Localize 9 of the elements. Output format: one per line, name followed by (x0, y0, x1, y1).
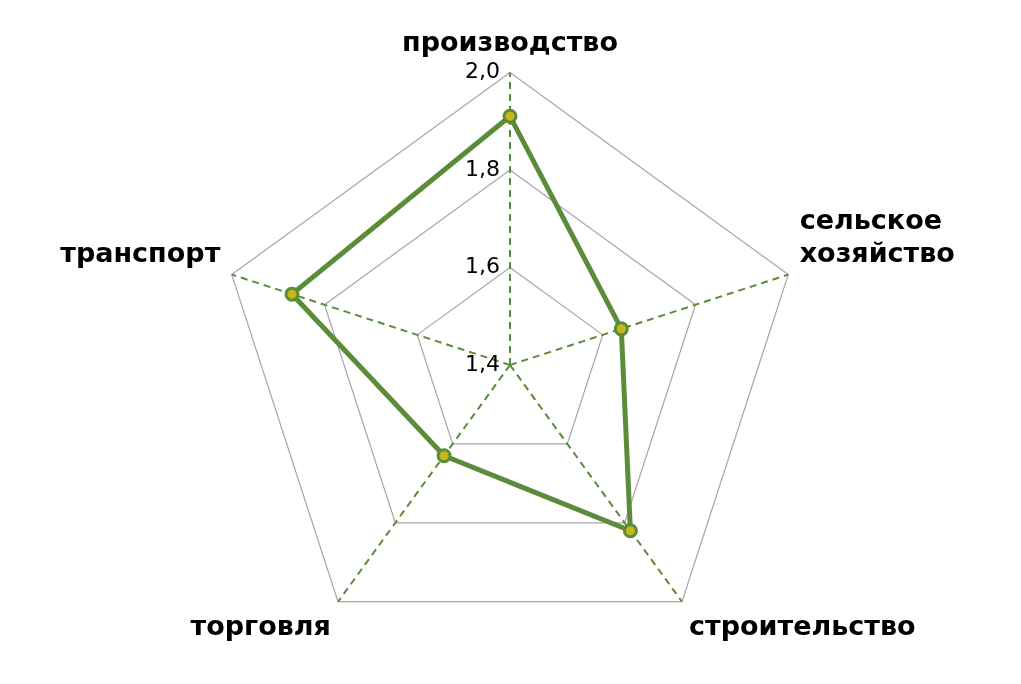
spoke-label: строительство (689, 609, 916, 641)
spoke-label: сельское хозяйство (799, 204, 955, 268)
y-tick-label: 1,4 (465, 350, 500, 376)
spoke-label: транспорт (60, 236, 221, 268)
spoke-label: производство (402, 26, 618, 58)
y-tick-label: 1,6 (465, 253, 500, 279)
y-tick-label: 1,8 (465, 155, 500, 181)
y-tick-label: 2,0 (465, 58, 500, 84)
spoke-label: торговля (190, 609, 331, 641)
